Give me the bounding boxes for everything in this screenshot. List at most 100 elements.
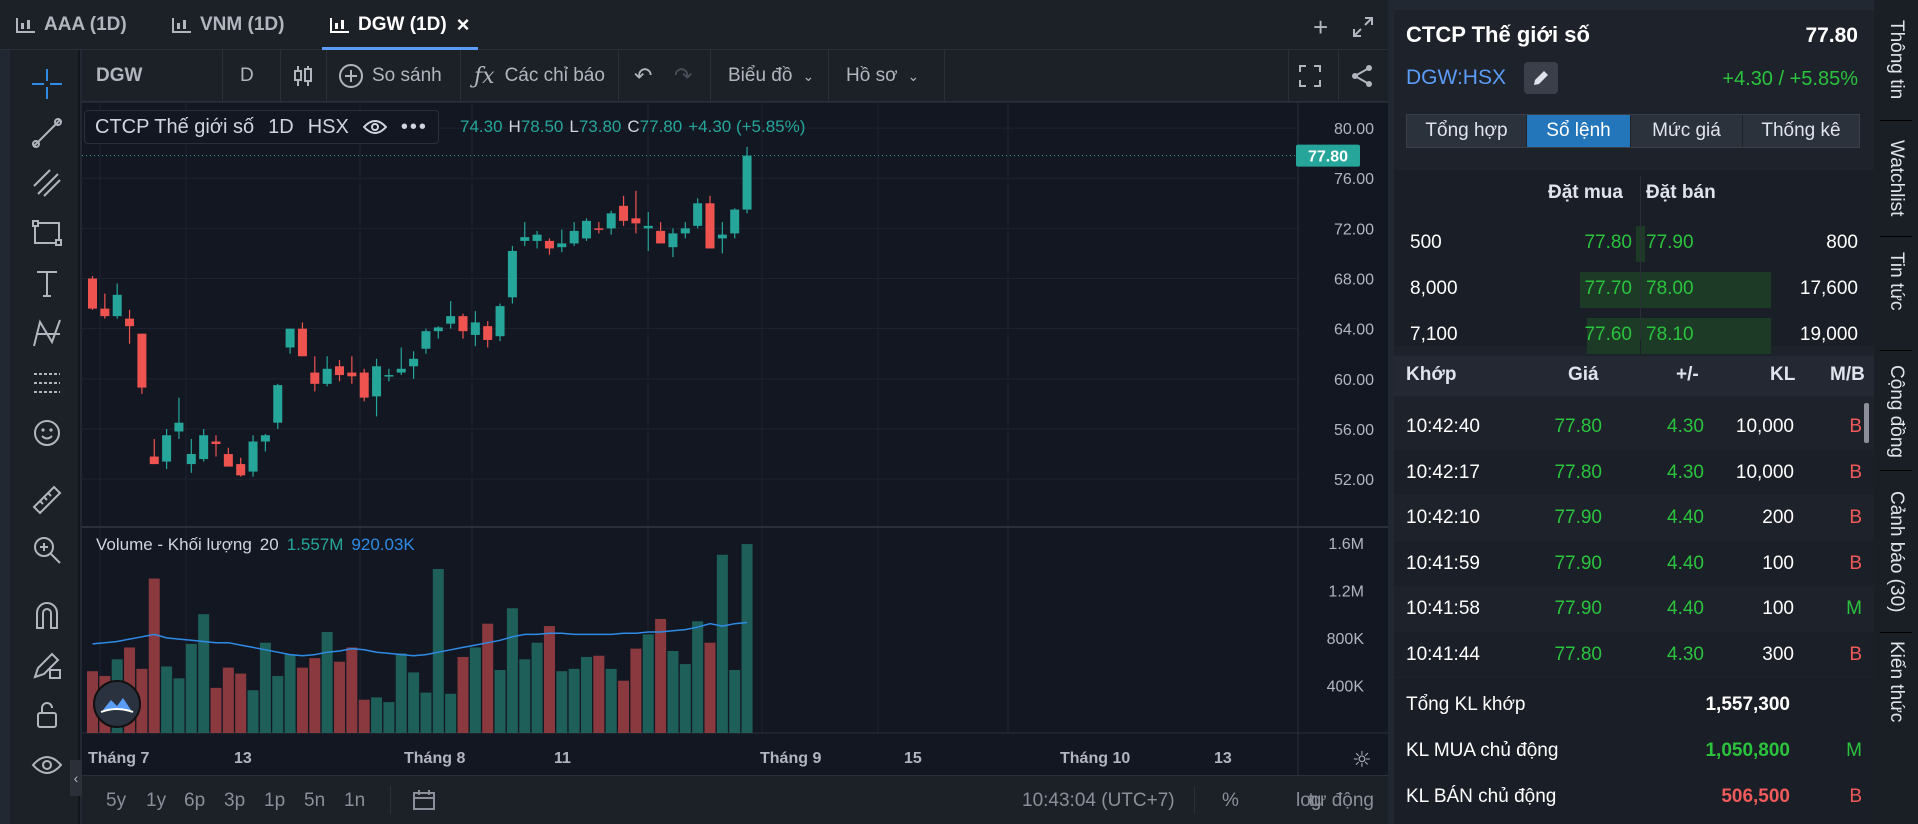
tab-vnm[interactable]: VNM (1D) xyxy=(172,0,284,50)
auto-scale-toggle[interactable]: tự động xyxy=(1308,790,1374,811)
collapse-toolbar-icon[interactable]: ‹ xyxy=(70,760,82,796)
range-1m[interactable]: 1p xyxy=(264,790,286,811)
edit-symbol-button[interactable] xyxy=(1524,62,1558,94)
bid-price[interactable]: 77.60 xyxy=(1584,324,1632,345)
trend-line-icon[interactable] xyxy=(30,116,64,150)
volume-bar xyxy=(556,671,568,733)
tab-order-book[interactable]: Sổ lệnh xyxy=(1527,115,1631,147)
range-5d[interactable]: 5n xyxy=(304,790,326,811)
order-book-row[interactable]: 7,100 77.60 78.10 19,000 xyxy=(1394,312,1874,358)
ruler-icon[interactable] xyxy=(30,483,64,517)
legend-company: CTCP Thế giới số xyxy=(95,115,255,138)
magnet-icon[interactable] xyxy=(30,598,64,632)
bid-price[interactable]: 77.70 xyxy=(1584,278,1632,299)
chart-icon xyxy=(330,18,349,33)
order-book-row[interactable]: 8,000 77.70 78.00 17,600 xyxy=(1394,266,1874,312)
symbol-legend[interactable]: CTCP Thế giới số 1D HSX ••• xyxy=(84,110,439,144)
candle-body xyxy=(248,441,258,472)
side-tab-label: Tin tức xyxy=(1886,251,1907,311)
clock-time[interactable]: 10:43:04 (UTC+7) xyxy=(1022,790,1175,811)
price-chart[interactable]: 80.00 76.00 72.00 68.00 64.00 60.00 56.00 52.00… xyxy=(82,103,1388,775)
tab-summary[interactable]: Tổng hợp xyxy=(1407,115,1527,147)
tab-dgw[interactable]: DGW (1D) × xyxy=(322,0,478,50)
more-icon[interactable]: ••• xyxy=(400,115,428,138)
ask-price[interactable]: 78.10 xyxy=(1646,324,1694,345)
range-3m[interactable]: 3p xyxy=(224,790,246,811)
rectangle-icon[interactable] xyxy=(30,216,64,250)
redo-icon[interactable]: ↷ xyxy=(674,63,693,88)
candle-body xyxy=(483,326,493,340)
price-tick-label: 56.00 xyxy=(1334,422,1374,439)
close-icon[interactable]: × xyxy=(456,12,470,37)
range-1d[interactable]: 1n xyxy=(344,790,366,811)
side-tab-alerts[interactable]: Cảnh báo (30) xyxy=(1874,474,1918,630)
compare-button[interactable]: So sánh xyxy=(338,50,442,102)
volume-bar xyxy=(235,673,247,733)
fullscreen-icon[interactable] xyxy=(1298,64,1322,88)
tab-statistics[interactable]: Thống kê xyxy=(1743,115,1859,147)
side-tab-info[interactable]: Thông tin xyxy=(1874,14,1918,106)
side-tab-news[interactable]: Tin tức xyxy=(1874,244,1918,318)
bid-price[interactable]: 77.80 xyxy=(1584,232,1632,253)
eye-icon[interactable] xyxy=(30,748,64,782)
tab-price-levels[interactable]: Mức giá xyxy=(1631,115,1743,147)
share-icon[interactable] xyxy=(1350,64,1374,88)
pencil-lock-icon[interactable] xyxy=(30,648,64,682)
volume-bar xyxy=(185,643,197,733)
order-book-row[interactable]: 500 77.80 77.90 800 xyxy=(1394,220,1874,266)
trades-scrollbar[interactable] xyxy=(1864,403,1869,443)
volume-tick-label: 1.2M xyxy=(1328,583,1364,600)
trade-price: 77.80 xyxy=(1554,416,1602,437)
pattern-icon[interactable] xyxy=(30,316,64,350)
range-6m[interactable]: 6p xyxy=(184,790,206,811)
logo-icon[interactable] xyxy=(93,680,141,728)
trade-row[interactable]: 10:42:10 77.90 4.40 200 B xyxy=(1394,495,1874,540)
expand-icon[interactable] xyxy=(1352,16,1374,38)
volume-bar xyxy=(395,653,407,733)
add-tab-icon[interactable]: + xyxy=(1313,12,1329,42)
range-1y[interactable]: 1y xyxy=(146,790,167,811)
volume-bar xyxy=(667,651,679,733)
trade-row[interactable]: 10:42:17 77.80 4.30 10,000 B xyxy=(1394,449,1874,495)
measure-lines-icon[interactable] xyxy=(30,366,64,400)
crosshair-icon[interactable] xyxy=(30,67,64,101)
emoji-icon[interactable] xyxy=(30,416,64,450)
fib-icon[interactable] xyxy=(30,166,64,200)
percent-toggle[interactable]: % xyxy=(1222,790,1239,811)
indicators-button[interactable]: ƒx Các chỉ báo xyxy=(474,50,605,102)
plus-circle-icon xyxy=(339,64,363,88)
volume-bar xyxy=(198,614,210,733)
time-tick-label: Tháng 10 xyxy=(1060,750,1130,767)
undo-icon[interactable]: ↶ xyxy=(634,63,653,88)
candles-icon[interactable] xyxy=(292,64,314,88)
chart-canvas[interactable]: 80.00 76.00 72.00 68.00 64.00 60.00 56.00 52.00… xyxy=(82,103,1388,775)
chart-type-dropdown[interactable]: Biểu đồ ⌄ xyxy=(728,50,814,102)
trade-row[interactable]: 10:42:40 77.80 4.30 10,000 B xyxy=(1394,404,1874,449)
time-tick-label: Tháng 9 xyxy=(760,750,821,767)
symbol-exchange[interactable]: DGW:HSX xyxy=(1406,66,1506,89)
trade-row[interactable]: 10:41:44 77.80 4.30 300 B xyxy=(1394,631,1874,677)
side-tab-community[interactable]: Cộng đồng xyxy=(1874,356,1918,466)
profile-dropdown[interactable]: Hồ sơ ⌄ xyxy=(846,50,919,102)
text-icon[interactable] xyxy=(30,266,64,300)
interval-button[interactable]: D xyxy=(240,65,254,86)
zoom-in-icon[interactable] xyxy=(30,533,64,567)
volume-bar xyxy=(642,634,654,733)
bid-volume: 500 xyxy=(1410,232,1442,253)
trade-row[interactable]: 10:41:59 77.90 4.40 100 B xyxy=(1394,540,1874,586)
log-toggle[interactable]: log xyxy=(1296,790,1322,811)
side-tab-learn[interactable]: Kiến thức xyxy=(1874,636,1918,728)
trade-change: 4.40 xyxy=(1667,507,1704,528)
tab-aaa[interactable]: AAA (1D) xyxy=(16,0,127,50)
date-range-icon[interactable] xyxy=(412,789,436,811)
ask-price[interactable]: 77.90 xyxy=(1646,232,1694,253)
side-tab-watchlist[interactable]: Watchlist xyxy=(1874,128,1918,228)
range-5y[interactable]: 5y xyxy=(106,790,127,811)
lock-icon[interactable] xyxy=(30,698,64,732)
volume-legend[interactable]: Volume - Khối lượng 20 1.557M 920.03K xyxy=(96,535,415,555)
trade-row[interactable]: 10:41:58 77.90 4.40 100 M xyxy=(1394,586,1874,631)
symbol-search[interactable]: DGW xyxy=(96,65,143,86)
candle-body xyxy=(236,464,246,476)
ask-price[interactable]: 78.00 xyxy=(1646,278,1694,299)
eye-icon[interactable] xyxy=(362,119,387,135)
